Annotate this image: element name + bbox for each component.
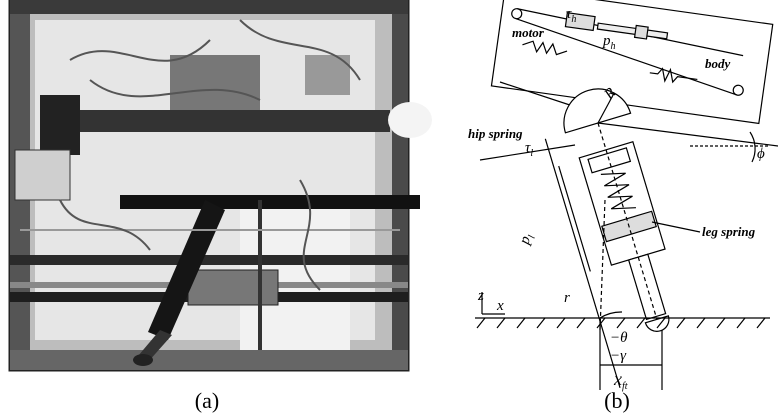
figure: (a) — [0, 0, 778, 419]
label-sub: l — [530, 148, 533, 159]
label: ϕ — [757, 146, 765, 162]
label: −γ — [610, 348, 627, 364]
label: z — [477, 288, 484, 304]
label: pl — [516, 231, 538, 248]
photo — [10, 0, 432, 370]
caption: (b) — [604, 388, 630, 413]
label: x — [496, 298, 504, 314]
page: {"figure":{"panels":[ {"caption":"(a)"},… — [0, 0, 778, 419]
label: τl — [525, 140, 533, 159]
label: motor — [512, 25, 545, 40]
label: leg spring — [702, 224, 756, 239]
label-sub: h — [611, 41, 616, 52]
label: r — [564, 290, 570, 306]
label-sub: h — [571, 14, 576, 25]
label: body — [705, 56, 731, 71]
label: −θ — [610, 330, 628, 346]
caption: (a) — [195, 388, 219, 413]
label: hip spring — [468, 126, 523, 141]
label: x — [613, 369, 622, 389]
